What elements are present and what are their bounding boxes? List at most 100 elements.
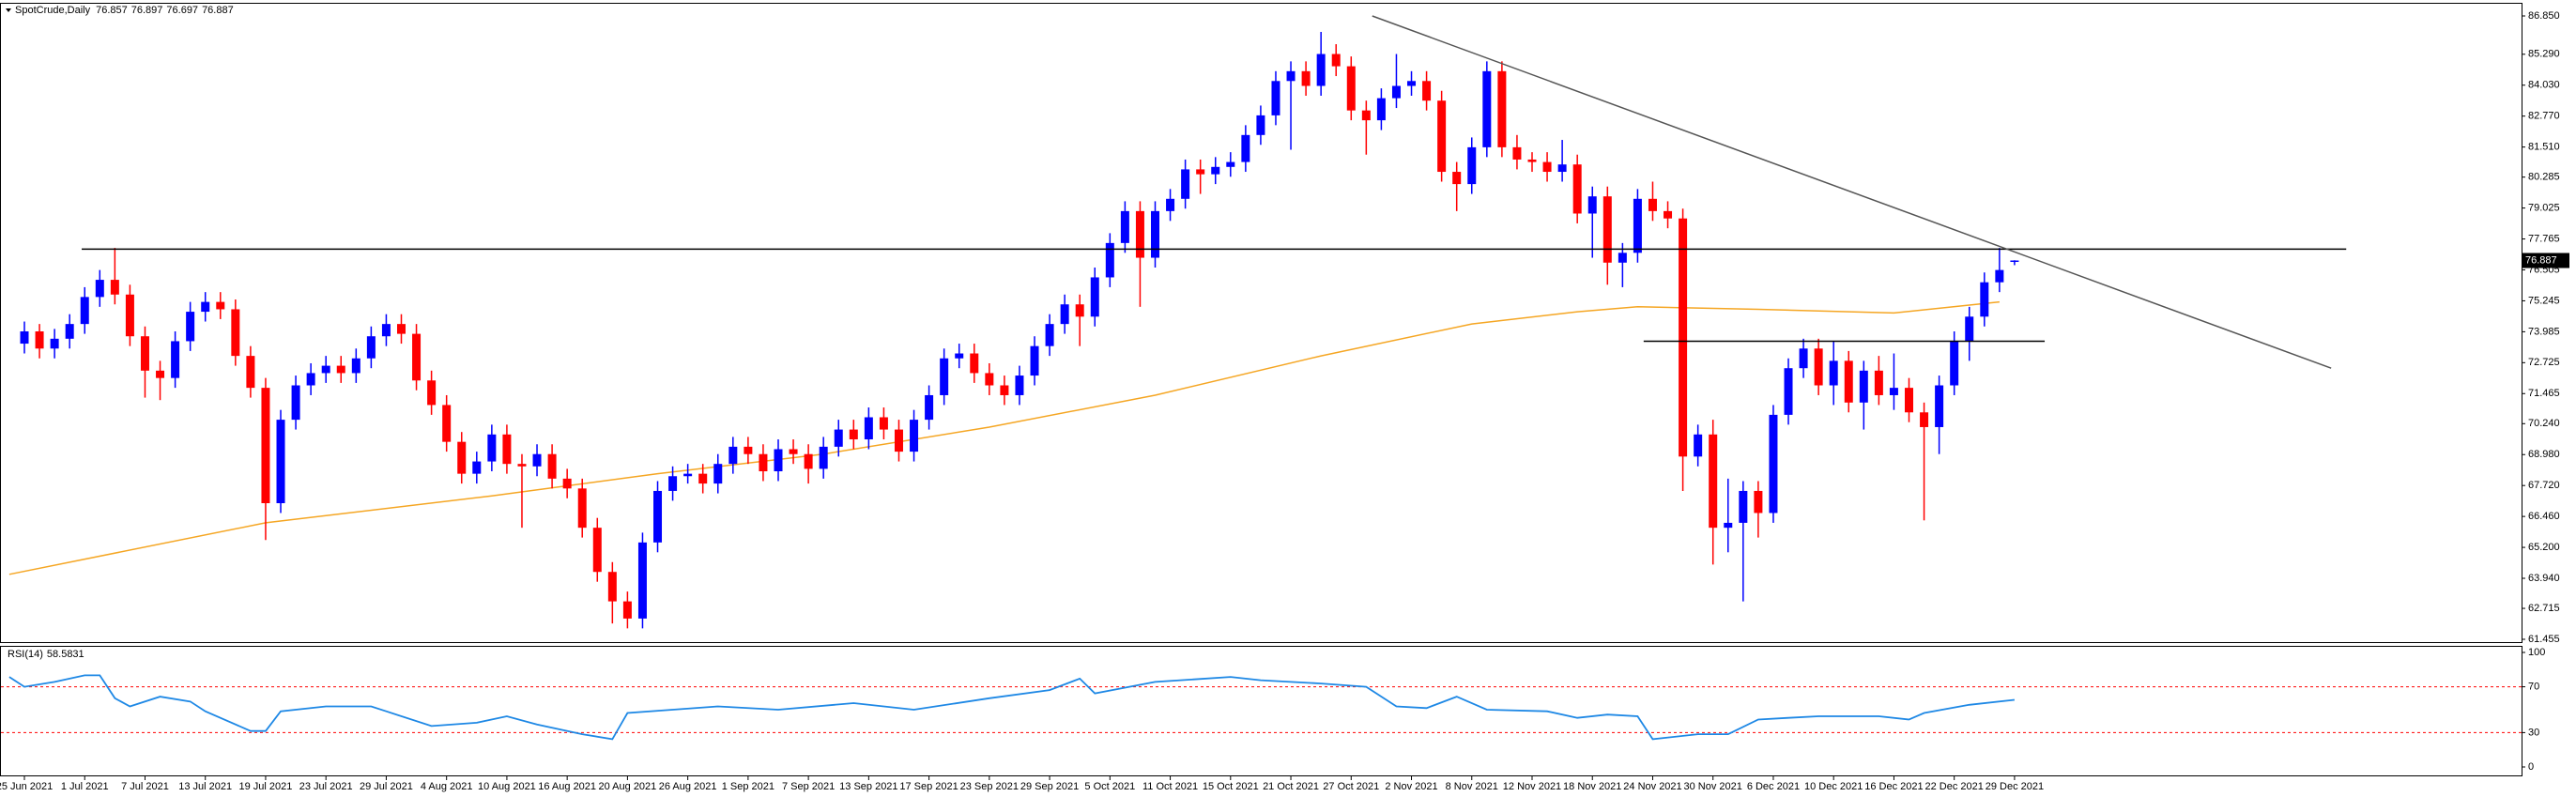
candle-body <box>306 373 315 386</box>
x-tick-label: 19 Jul 2021 <box>239 781 293 792</box>
candle-body <box>1497 70 1507 147</box>
x-tick-label: 21 Oct 2021 <box>1263 781 1319 792</box>
candle-body <box>1633 198 1642 253</box>
x-tick-label: 29 Jul 2021 <box>360 781 413 792</box>
candle-body <box>442 405 452 442</box>
candle-body <box>1799 348 1808 369</box>
rsi-panel <box>0 646 2522 776</box>
candle-body <box>864 417 873 440</box>
x-tick-label: 23 Sep 2021 <box>960 781 1019 792</box>
candle-body <box>427 380 437 406</box>
x-tick-label: 30 Nov 2021 <box>1684 781 1742 792</box>
candle-body <box>140 336 149 371</box>
x-tick-label: 20 Aug 2021 <box>599 781 657 792</box>
candle-body <box>1286 70 1296 82</box>
candle-body <box>156 370 165 378</box>
candle-body <box>1602 196 1612 263</box>
candle-body <box>607 572 617 602</box>
y-tick-label: 66.460 <box>2528 511 2560 522</box>
x-tick-label: 13 Sep 2021 <box>839 781 897 792</box>
y-tick-label: 84.030 <box>2528 80 2560 91</box>
moving-average <box>8 300 2000 575</box>
price-tag <box>2522 253 2569 268</box>
candle-body <box>1874 370 1883 395</box>
candle-body <box>1316 54 1326 86</box>
y-tick-label: 30 <box>2528 727 2539 738</box>
candle-body <box>1965 316 1974 342</box>
candle-body <box>910 420 919 452</box>
candle-body <box>35 330 44 349</box>
y-tick-label: 63.940 <box>2528 573 2560 584</box>
collapse-icon <box>6 8 11 12</box>
y-tick-label: 75.245 <box>2528 295 2560 306</box>
x-tick-label: 23 Jul 2021 <box>299 781 353 792</box>
candle-body <box>50 338 59 349</box>
x-tick-label: 29 Dec 2021 <box>1986 781 2044 792</box>
candle-body <box>1587 196 1597 214</box>
candle-body <box>819 446 828 469</box>
x-tick-label: 18 Nov 2021 <box>1563 781 1621 792</box>
candle-body <box>2010 260 2019 263</box>
x-tick-label: 11 Oct 2021 <box>1142 781 1198 792</box>
candle-body <box>1467 146 1477 185</box>
y-tick-label: 65.200 <box>2528 542 2560 553</box>
x-tick-label: 24 Nov 2021 <box>1623 781 1681 792</box>
candle-body <box>744 446 753 454</box>
candle-body <box>517 464 527 467</box>
candle-body <box>1120 210 1129 243</box>
x-tick-label: 17 Sep 2021 <box>899 781 958 792</box>
rsi-line <box>8 674 2015 741</box>
candle-body <box>1905 388 1913 413</box>
candle-body <box>397 324 406 334</box>
x-tick-label: 25 Jun 2021 <box>0 781 53 792</box>
x-tick-label: 22 Dec 2021 <box>1924 781 1983 792</box>
candle-body <box>1015 376 1024 395</box>
x-tick-label: 1 Sep 2021 <box>722 781 774 792</box>
x-tick-label: 6 Dec 2021 <box>1747 781 1800 792</box>
candle-body <box>457 441 467 474</box>
candle-body <box>80 297 89 325</box>
candle-body <box>336 365 345 374</box>
x-tick-label: 10 Aug 2021 <box>478 781 536 792</box>
y-tick-label: 82.770 <box>2528 111 2560 122</box>
x-tick-label: 5 Oct 2021 <box>1084 781 1135 792</box>
trend-line <box>1372 15 2332 369</box>
close: 76.887 <box>202 5 234 16</box>
rsi-value: 58.5831 <box>47 649 84 660</box>
candle-body <box>351 358 360 374</box>
rsi-header: RSI(14) 58.5831 <box>8 649 84 660</box>
x-tick-label: 15 Oct 2021 <box>1203 781 1259 792</box>
candle-body <box>1920 412 1929 427</box>
candle-body <box>985 373 994 386</box>
candle-body <box>472 461 482 474</box>
candle-body <box>804 453 813 469</box>
y-tick-label: 62.715 <box>2528 603 2560 614</box>
y-tick-label: 73.985 <box>2528 326 2560 337</box>
x-tick-label: 13 Jul 2021 <box>178 781 232 792</box>
candle-body <box>412 333 422 381</box>
candle-body <box>1181 169 1190 199</box>
candle-body <box>1135 210 1144 258</box>
candle-body <box>1151 210 1159 258</box>
candle-body <box>653 490 663 543</box>
candle-body <box>1361 110 1371 121</box>
candle-body <box>1437 100 1447 173</box>
open: 76.857 <box>96 5 128 16</box>
candle-body <box>1769 414 1778 513</box>
candle-body <box>1557 164 1567 173</box>
candle-body <box>231 309 240 357</box>
y-tick-label: 77.765 <box>2528 233 2560 244</box>
candle-body <box>1331 54 1341 67</box>
x-tick-label: 8 Nov 2021 <box>1446 781 1498 792</box>
candle-body <box>759 453 768 472</box>
x-tick-label: 16 Aug 2021 <box>538 781 596 792</box>
price-header: SpotCrude,Daily 76.857 76.897 76.697 76.887 <box>15 5 234 16</box>
candle-body <box>1452 172 1462 185</box>
candle-body <box>1950 341 1959 386</box>
candle-body <box>20 330 29 345</box>
candle-body <box>1739 490 1748 523</box>
candle-body <box>1000 385 1009 395</box>
candle-body <box>487 434 497 462</box>
candle-body <box>879 417 888 430</box>
candle-body <box>186 312 195 342</box>
